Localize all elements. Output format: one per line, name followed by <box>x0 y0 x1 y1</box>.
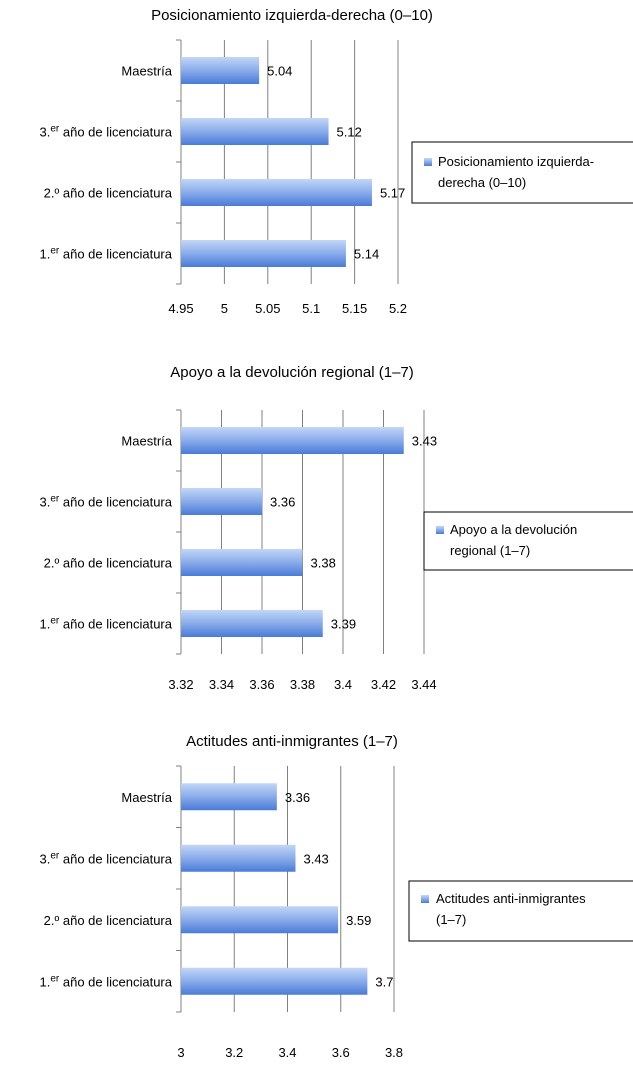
category-label: 1.er año de licenciatura <box>40 616 173 632</box>
legend-label-line-1: Apoyo a la devolución <box>450 522 577 537</box>
x-tick-label: 5.15 <box>342 301 367 316</box>
x-tick-label: 3.4 <box>334 677 352 692</box>
bar <box>181 118 329 145</box>
category-label: 3.er año de licenciatura <box>40 850 173 866</box>
legend-label-line-1: Posicionamiento izquierda- <box>438 154 594 169</box>
plot-area: 3.32 3.34 3.36 3.38 3.4 3.42 3.44 Maestría 3.43 3… <box>40 409 437 692</box>
bar <box>181 427 404 454</box>
x-tick-label: 5.2 <box>389 301 407 316</box>
x-tick-label: 5.05 <box>255 301 280 316</box>
chart-title: Posicionamiento izquierda-derecha (0–10) <box>151 7 433 24</box>
x-tick-label: 3.4 <box>278 1045 296 1060</box>
category-label: Maestría <box>121 790 172 805</box>
legend-label-line-2: regional (1–7) <box>450 543 530 558</box>
legend: Posicionamiento izquierda- derecha (0–10… <box>411 141 633 204</box>
x-tick-label: 3 <box>177 1045 184 1060</box>
x-tick-label: 3.36 <box>249 677 274 692</box>
x-tick-label: 3.2 <box>225 1045 243 1060</box>
category-label: 2.º año de licenciatura <box>44 556 173 571</box>
bar <box>181 844 296 872</box>
x-tick-label: 3.42 <box>371 677 396 692</box>
data-label: 3.7 <box>375 974 393 989</box>
chart-title: Apoyo a la devolución regional (1–7) <box>170 364 414 381</box>
bar <box>181 240 346 267</box>
bar <box>181 488 262 515</box>
legend-swatch <box>436 526 444 534</box>
x-tick-label: 3.44 <box>411 677 436 692</box>
legend-swatch <box>421 895 429 903</box>
legend-swatch <box>424 158 432 166</box>
category-label: 3.er año de licenciatura <box>40 124 173 140</box>
legend-box <box>408 880 633 942</box>
category-label: 2.º año de licenciatura <box>44 913 173 928</box>
category-label: 3.er año de licenciatura <box>40 494 173 510</box>
legend-box <box>423 511 633 571</box>
bar <box>181 967 368 995</box>
data-label: 5.17 <box>380 186 405 201</box>
chart-title: Actitudes anti-inmigrantes (1–7) <box>186 733 398 750</box>
x-tick-label: 3.32 <box>168 677 193 692</box>
legend: Apoyo a la devolución regional (1–7) <box>423 511 633 571</box>
category-label: 1.er año de licenciatura <box>40 246 173 262</box>
data-label: 3.43 <box>412 434 437 449</box>
bar <box>181 906 339 934</box>
legend-label-line-2: derecha (0–10) <box>438 175 526 190</box>
data-label: 3.36 <box>285 790 310 805</box>
x-tick-label: 3.34 <box>209 677 234 692</box>
category-label: Maestría <box>121 64 172 79</box>
x-tick-label: 5.1 <box>302 301 320 316</box>
data-label: 3.38 <box>311 556 336 571</box>
legend: Actitudes anti-inmigrantes (1–7) <box>408 880 633 942</box>
data-label: 3.59 <box>346 913 371 928</box>
bar <box>181 179 372 206</box>
category-label: 1.er año de licenciatura <box>40 973 173 989</box>
bar <box>181 610 323 637</box>
chart-anti-immigrant: Actitudes anti-inmigrantes (1–7) 3 3.2 3.4… <box>40 733 633 1060</box>
bar <box>181 549 303 576</box>
x-tick-label: 5 <box>221 301 228 316</box>
plot-area: 4.95 5 5.05 5.1 5.15 5.2 Maestría 5.04 3.er año … <box>40 39 407 316</box>
data-label: 5.14 <box>354 247 379 262</box>
legend-box <box>411 141 633 204</box>
legend-label-line-1: Actitudes anti-inmigrantes <box>436 891 586 906</box>
chart-left-right: Posicionamiento izquierda-derecha (0–10)… <box>40 7 633 316</box>
data-label: 3.39 <box>331 617 356 632</box>
data-label: 3.36 <box>270 495 295 510</box>
legend-label-line-2: (1–7) <box>436 912 466 927</box>
bar <box>181 783 277 811</box>
chart-regional-devolution: Apoyo a la devolución regional (1–7) 3.3… <box>40 364 633 692</box>
data-label: 5.04 <box>267 64 292 79</box>
x-tick-label: 3.38 <box>290 677 315 692</box>
bar <box>181 57 260 84</box>
x-tick-label: 3.8 <box>385 1045 403 1060</box>
x-tick-label: 3.6 <box>332 1045 350 1060</box>
data-label: 5.12 <box>337 125 362 140</box>
category-label: 2.º año de licenciatura <box>44 186 173 201</box>
data-label: 3.43 <box>303 851 328 866</box>
category-label: Maestría <box>121 434 172 449</box>
x-tick-label: 4.95 <box>168 301 193 316</box>
plot-area: 3 3.2 3.4 3.6 3.8 Maestría 3.36 3.er año de lic… <box>40 765 403 1060</box>
